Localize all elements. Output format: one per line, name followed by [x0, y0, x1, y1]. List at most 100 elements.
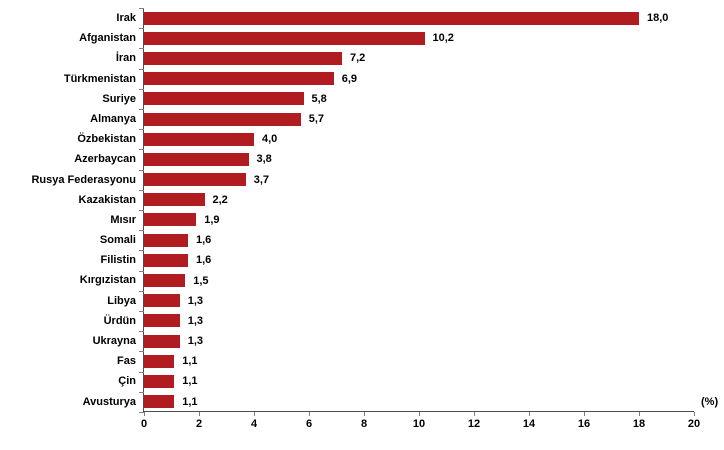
category-label: Fas — [117, 355, 136, 368]
y-axis-tick — [139, 250, 144, 252]
x-axis-tick — [143, 412, 145, 416]
bar — [144, 132, 254, 146]
y-axis-tick — [139, 129, 144, 131]
y-axis-tick — [139, 351, 144, 353]
chart-row: Türkmenistan 6,9 — [64, 69, 694, 89]
category-label: Avusturya — [82, 395, 136, 408]
bar — [144, 72, 334, 86]
category-label: Filistin — [100, 254, 136, 267]
y-axis-tick — [139, 28, 144, 30]
chart-row: Azerbaycan 3,8 — [74, 149, 694, 169]
x-axis-tick — [308, 412, 310, 416]
chart-row: Rusya Federasyonu 3,7 — [31, 170, 694, 190]
chart-row: İran 7,2 — [116, 48, 694, 68]
chart-row: Kırgızistan 1,5 — [80, 270, 694, 290]
y-axis-tick — [139, 331, 144, 333]
category-label: Libya — [107, 294, 136, 307]
category-label: Rusya Federasyonu — [31, 173, 136, 186]
bar — [144, 253, 188, 267]
bar — [144, 193, 205, 207]
category-label: Afganistan — [79, 32, 136, 45]
category-label: Türkmenistan — [63, 72, 136, 85]
x-axis-tick-label: 8 — [360, 418, 368, 430]
x-axis-tick-label: 2 — [195, 418, 203, 430]
bar — [144, 314, 180, 328]
plot-area: Irak 18,0 Afganistan 10,2 İran 7,2 Türkmenista… — [31, 8, 718, 430]
bar — [144, 152, 249, 166]
bar — [144, 374, 175, 388]
bars-container: Irak 18,0 Afganistan 10,2 İran 7,2 Türkmenista… — [31, 8, 694, 412]
chart-row: Suriye 5,8 — [102, 89, 694, 109]
value-label: 1,1 — [182, 395, 198, 408]
category-label: Ukrayna — [92, 335, 136, 347]
value-label: 3,7 — [253, 173, 270, 186]
y-axis-tick — [139, 270, 144, 272]
bar — [144, 233, 188, 247]
chart-row: Libya 1,3 — [107, 291, 694, 311]
category-label: Somali — [99, 234, 136, 247]
value-label: 3,8 — [256, 153, 272, 166]
category-label: Özbekistan — [77, 133, 136, 146]
x-axis-tick-label: 6 — [305, 418, 313, 430]
bar — [144, 173, 246, 187]
x-axis-tick-label: 4 — [250, 418, 258, 430]
y-axis-tick — [139, 8, 144, 9]
value-label: 6,9 — [341, 72, 358, 85]
category-label: Kırgızistan — [79, 274, 136, 287]
x-axis-tick-label: 16 — [577, 418, 591, 430]
x-axis-tick-label: 18 — [632, 418, 646, 430]
value-label: 1,3 — [187, 314, 204, 327]
x-axis-tick — [583, 412, 585, 416]
x-axis-tick-label: 12 — [467, 418, 481, 430]
bar — [144, 213, 197, 227]
category-label: Mısır — [110, 213, 136, 226]
x-axis-tick-label: 10 — [412, 418, 426, 430]
category-label: Almanya — [90, 112, 136, 125]
chart-row: Mısır 1,9 — [110, 210, 694, 230]
y-axis-tick — [139, 169, 144, 171]
x-axis-tick — [638, 412, 640, 416]
value-label: 7,2 — [350, 52, 366, 65]
category-label: Suriye — [102, 92, 136, 105]
category-label: Irak — [116, 12, 136, 24]
value-label: 1,6 — [196, 234, 212, 247]
category-label: İran — [115, 52, 136, 65]
value-label: 1,1 — [182, 355, 198, 368]
bar — [144, 294, 180, 308]
y-axis-tick — [139, 88, 144, 90]
chart-row: Somali 1,6 — [100, 230, 694, 250]
y-axis-tick — [139, 109, 144, 110]
value-label: 1,3 — [187, 294, 204, 307]
bar — [144, 31, 425, 45]
y-axis-tick — [139, 189, 144, 191]
y-axis-tick — [139, 391, 144, 393]
value-label: 18,0 — [647, 12, 669, 25]
category-label: Ürdün — [103, 314, 136, 327]
bar — [144, 354, 175, 368]
value-label: 1,6 — [196, 254, 212, 267]
chart-row: Özbekistan 4,0 — [77, 129, 694, 149]
bar — [144, 112, 301, 126]
y-axis-tick — [139, 290, 144, 292]
y-axis-tick — [139, 371, 144, 373]
bar — [144, 274, 186, 288]
bar — [144, 11, 639, 25]
axis-unit-label: (%) — [701, 396, 719, 408]
category-label: Azerbaycan — [74, 153, 136, 166]
value-label: 1,3 — [187, 335, 204, 348]
chart-row: Ukrayna 1,3 — [93, 331, 694, 351]
y-axis-tick — [139, 230, 144, 232]
chart-row: Afganistan 10,2 — [79, 28, 694, 48]
bar — [144, 334, 180, 348]
chart-row: Almanya 5,7 — [90, 109, 694, 129]
x-axis-tick — [528, 412, 530, 416]
y-axis-tick — [139, 311, 144, 312]
category-label: Çin — [118, 375, 136, 388]
x-axis-tick — [693, 412, 695, 416]
y-axis-tick — [139, 48, 144, 50]
x-axis-tick-label: 0 — [140, 418, 148, 430]
y-axis-tick — [139, 412, 144, 413]
x-axis-tick-label: 20 — [687, 418, 701, 430]
y-axis-tick — [139, 149, 144, 151]
